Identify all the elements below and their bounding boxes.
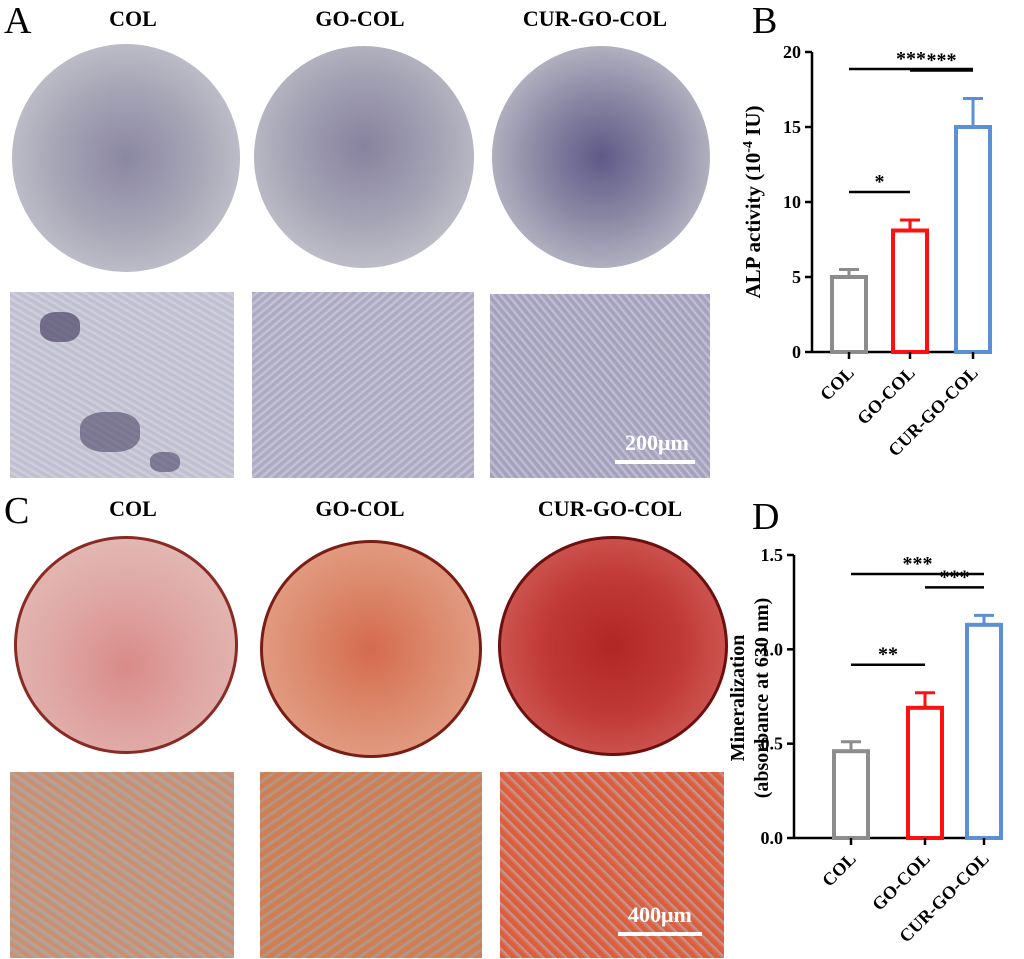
significance-label: *** (903, 553, 933, 575)
ars-dish-cur-go-col (498, 536, 728, 756)
panel-letter-b: B (752, 0, 778, 42)
ars-dish-col (14, 536, 238, 754)
y-tick-label: 0.5 (761, 734, 784, 754)
y-tick-label: 1.0 (761, 639, 784, 659)
y-tick-label: 0.0 (761, 828, 784, 848)
alp-dish-col (12, 44, 240, 272)
panel-a-title-go-col: GO-COL (315, 6, 405, 31)
panel-c-title-go-col: GO-COL (315, 496, 405, 521)
panel-c-title-cur-go-col: CUR-GO-COL (537, 496, 683, 521)
bar-col (830, 275, 868, 354)
y-axis-label: ALP activity (10-4 IU) (741, 105, 765, 298)
bar-go-col (906, 705, 944, 840)
x-tick-label: COL (816, 363, 858, 405)
significance-label: *** (940, 566, 970, 588)
bar-cur-go-col (965, 622, 1003, 840)
alp-dish-cur-go-col (492, 46, 710, 268)
y-axis-label-line2: (absorbance at 630 nm) (751, 598, 773, 799)
y-tick-label: 15 (783, 117, 801, 137)
significance-label: * (875, 171, 885, 193)
panel-a-title-cur-go-col: CUR-GO-COL (522, 6, 668, 31)
panel-c-title-col: COL (109, 496, 157, 521)
x-tick-label: GO-COL (853, 363, 919, 429)
scale-bar-label-a: 200μm (625, 430, 689, 455)
y-tick-label: 0 (792, 342, 801, 362)
ars-micrograph-go-col (260, 772, 482, 958)
panel-letter-a: A (4, 0, 32, 42)
panel-letter-d: D (752, 496, 780, 538)
bar-col (832, 749, 870, 840)
significance-label: ** (878, 644, 898, 666)
alp-micrograph-go-col (252, 292, 474, 478)
y-tick-label: 10 (783, 192, 801, 212)
ars-micrograph-col (10, 772, 234, 958)
y-tick-label: 20 (783, 42, 801, 62)
bar-go-col (891, 228, 929, 354)
x-tick-label: COL (818, 849, 860, 891)
ars-micrograph-cur-go-col: 400μm (500, 772, 724, 958)
alp-dish-go-col (254, 46, 474, 268)
y-tick-label: 5 (792, 267, 801, 287)
scale-bar-a (615, 460, 695, 464)
bar-cur-go-col (954, 125, 992, 354)
panel-letter-c: C (4, 490, 30, 532)
panel-a-title-col: COL (109, 6, 157, 31)
significance-label: *** (896, 48, 926, 70)
ars-dish-go-col (260, 540, 482, 758)
alp-micrograph-col (10, 292, 234, 478)
scale-bar-c (618, 932, 702, 936)
y-axis-label-line1: Mineralization (727, 635, 749, 762)
scale-bar-label-c: 400μm (628, 902, 692, 927)
significance-label: *** (927, 50, 957, 72)
alp-micrograph-cur-go-col: 200μm (490, 294, 710, 478)
y-tick-label: 1.5 (761, 545, 784, 565)
